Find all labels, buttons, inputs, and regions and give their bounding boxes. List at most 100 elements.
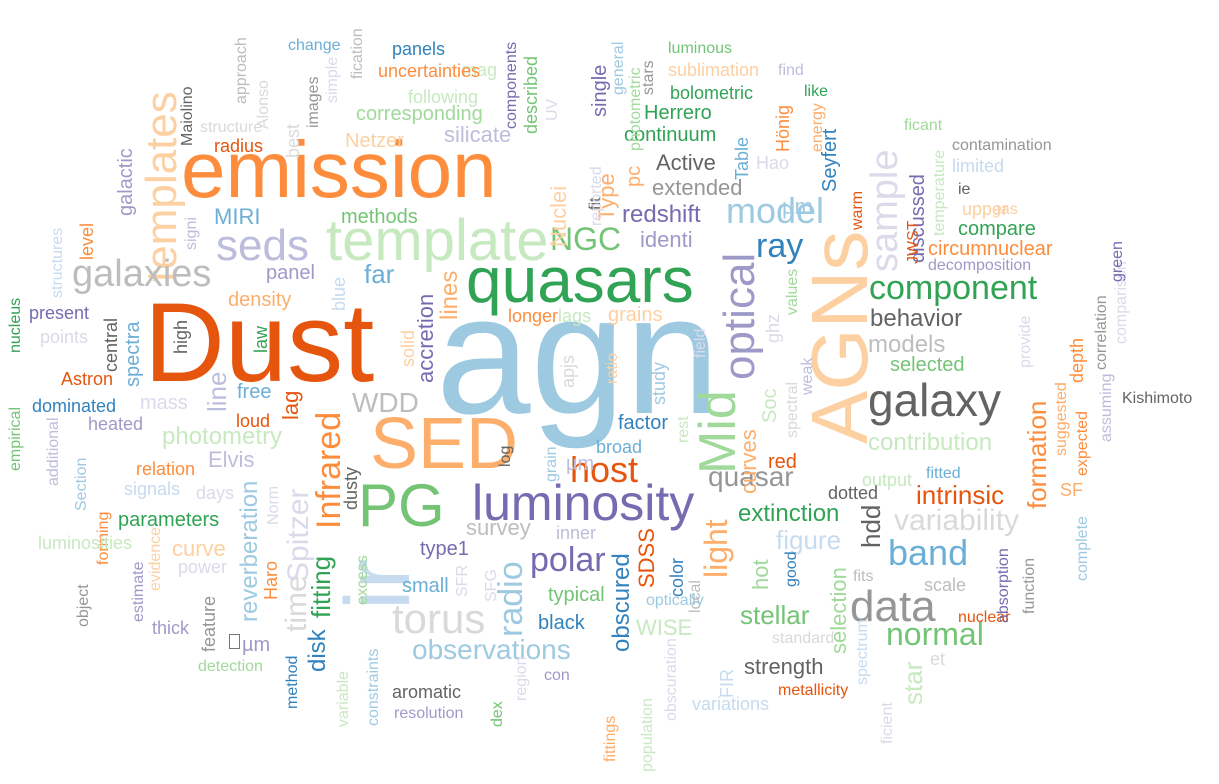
word-contribution: contribution bbox=[868, 429, 993, 456]
word-ngc: NGC bbox=[550, 221, 622, 257]
word-type1: type1 bbox=[420, 538, 469, 560]
word-present: present bbox=[29, 303, 90, 323]
word-table: Table bbox=[732, 136, 752, 180]
word-lag: lag bbox=[278, 390, 303, 420]
word-seds: seds bbox=[216, 221, 309, 270]
word-herrero: Herrero bbox=[644, 102, 712, 124]
word-days: days bbox=[196, 483, 235, 503]
word-behavior: behavior bbox=[870, 305, 963, 332]
word-uv: UV bbox=[544, 98, 561, 121]
word-method: method bbox=[284, 655, 301, 709]
word-absorption: absorption bbox=[995, 548, 1012, 623]
word-depth: depth bbox=[1067, 337, 1087, 383]
word-object: object bbox=[75, 584, 92, 627]
word-redshift: redshift bbox=[622, 201, 701, 228]
word-sf: SF bbox=[1060, 480, 1084, 500]
word-heated: heated bbox=[88, 414, 144, 434]
word-photometry: photometry bbox=[162, 423, 283, 450]
word-figure: figure bbox=[776, 525, 842, 555]
word-variability: variability bbox=[894, 504, 1020, 537]
word-kishimoto: Kishimoto bbox=[1122, 390, 1193, 407]
word-fits: fits bbox=[853, 568, 874, 585]
word-empirical: empirical bbox=[7, 406, 24, 471]
word-sample: sample bbox=[864, 149, 906, 273]
word-free: free bbox=[237, 381, 272, 403]
word-wise: WISE bbox=[636, 615, 693, 640]
word-loud: loud bbox=[236, 411, 271, 431]
word-survey: survey bbox=[466, 515, 531, 540]
word-expected: expected bbox=[1074, 411, 1091, 476]
word-temperature: temperature bbox=[931, 149, 948, 236]
word-signals: signals bbox=[124, 479, 181, 499]
word-model: model bbox=[726, 190, 825, 231]
word-relation: relation bbox=[136, 459, 196, 479]
word-sdss: SDSS bbox=[634, 528, 659, 588]
word-factor: factor bbox=[618, 412, 669, 434]
word-dusty: dusty bbox=[341, 466, 361, 510]
word-rest: rest bbox=[675, 416, 692, 443]
word-identi: identi bbox=[640, 227, 693, 252]
word-sed: SED bbox=[370, 404, 519, 484]
word-high: high bbox=[171, 319, 191, 354]
word-fication: fication bbox=[349, 28, 366, 79]
word-section: Section bbox=[73, 457, 90, 511]
word-red: red bbox=[768, 451, 797, 473]
word-luminous: luminous bbox=[668, 40, 733, 57]
word-find: find bbox=[778, 62, 804, 79]
word-elvis: Elvis bbox=[208, 447, 255, 472]
word-soc: Soc bbox=[759, 388, 781, 423]
word-formation: formation bbox=[1022, 400, 1052, 509]
word-output: output bbox=[862, 470, 913, 490]
word-compare: compare bbox=[958, 218, 1036, 240]
word-like: like bbox=[804, 83, 829, 100]
word-reported: reported bbox=[588, 166, 605, 226]
word-quasar: quasar bbox=[708, 461, 794, 492]
word-power: power bbox=[178, 557, 228, 577]
word-ho-nig: Hönig bbox=[773, 104, 793, 152]
word-galaxy: galaxy bbox=[868, 374, 1001, 426]
word-photometric: photometric bbox=[627, 67, 644, 151]
word-points: points bbox=[40, 327, 89, 347]
word-agn: agn bbox=[436, 260, 720, 450]
word-active: Active bbox=[656, 150, 716, 175]
word-normal: normal bbox=[886, 616, 984, 652]
word-component: component bbox=[869, 269, 1038, 307]
word-intrinsic: intrinsic bbox=[916, 480, 1005, 510]
word-following: following bbox=[408, 87, 479, 107]
word-reverberation: reverberation bbox=[236, 480, 263, 622]
word-m: µm bbox=[782, 194, 814, 219]
word-curves: curves bbox=[736, 429, 761, 494]
word-decomposition: decomposition bbox=[928, 257, 1032, 274]
word-far: far bbox=[364, 259, 395, 289]
word-components: components bbox=[503, 41, 520, 129]
missing-glyph-icon bbox=[229, 634, 240, 649]
word-emission: emission bbox=[181, 125, 497, 214]
word-region: region bbox=[513, 656, 530, 701]
word-mass: mass bbox=[140, 392, 188, 414]
word-fitted: fitted bbox=[926, 465, 961, 482]
word-black: black bbox=[538, 612, 585, 634]
word-astron: Astron bbox=[61, 369, 114, 389]
word-circumnuclear: circumnuclear bbox=[928, 238, 1053, 260]
word-detection: detection bbox=[198, 658, 263, 675]
word-change: change bbox=[288, 37, 341, 54]
word-grains: grains bbox=[608, 304, 663, 326]
word-netzer: Netzer bbox=[345, 130, 404, 152]
word-complete: complete bbox=[1074, 516, 1091, 581]
word-m: µm bbox=[566, 453, 595, 475]
word-host: host bbox=[570, 449, 639, 490]
word-panel: panel bbox=[266, 262, 315, 284]
word-panels: panels bbox=[392, 39, 446, 59]
word-extended: extended bbox=[652, 175, 743, 200]
word-torus: torus bbox=[392, 595, 486, 642]
word-level: level bbox=[77, 222, 97, 260]
word-broad: broad bbox=[596, 437, 643, 457]
word-correlation: correlation bbox=[1093, 295, 1110, 370]
word-parameters: parameters bbox=[118, 509, 220, 531]
word-provide: provide bbox=[1017, 315, 1034, 368]
word-ie: ie bbox=[958, 181, 971, 198]
word-obscured: obscured bbox=[608, 553, 635, 652]
word-lags: lags bbox=[558, 306, 592, 326]
word-resolution: resolution bbox=[394, 705, 464, 722]
word-law: law bbox=[251, 325, 271, 353]
